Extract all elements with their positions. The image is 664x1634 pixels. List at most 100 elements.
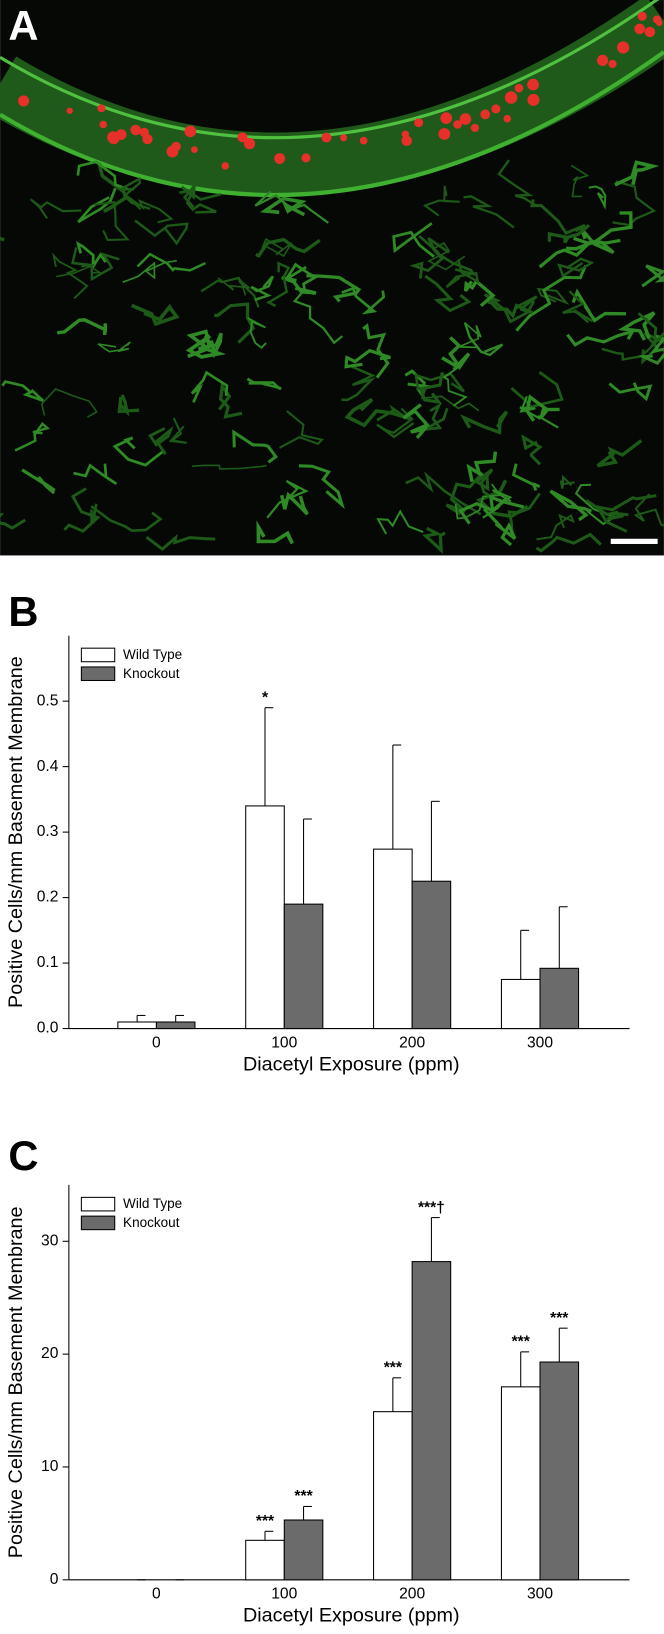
tissue-strand [217, 276, 252, 296]
tissue-strand [148, 426, 174, 456]
tissue-strand [232, 429, 278, 464]
y-tick-label: 0.2 [37, 889, 59, 906]
significance: * [262, 689, 269, 706]
y-tick-label: 0.1 [37, 954, 59, 971]
y-tick-label: 20 [41, 1345, 59, 1362]
tissue-strand [418, 372, 445, 405]
tissue-strand [94, 200, 130, 242]
tissue-strand [134, 219, 189, 246]
nucleus [18, 95, 30, 107]
nucleus [130, 124, 141, 136]
panel-label: B [8, 588, 38, 635]
tissue-strand [515, 264, 588, 332]
x-tick-label: 200 [399, 1034, 425, 1051]
nucleus [527, 78, 539, 91]
tissue-strand [200, 276, 260, 308]
tissue-strand [601, 343, 655, 361]
tissue-strand [445, 259, 480, 289]
tissue-strand [127, 195, 174, 224]
tissue-strand [641, 331, 664, 365]
tissue-strand [130, 303, 180, 327]
tissue-strand [21, 468, 56, 495]
tissue-strand [594, 494, 657, 533]
bar [539, 1361, 580, 1581]
x-tick-label: 100 [271, 1034, 297, 1051]
tissue-strand [117, 394, 140, 417]
nucleus [504, 91, 518, 104]
tissue-strand [482, 507, 517, 547]
significance: *** [512, 1334, 531, 1351]
tissue-strand [256, 520, 294, 545]
tissue-strand [247, 317, 267, 350]
x-axis-label: Diacetyl Exposure (ppm) [243, 1605, 460, 1627]
tissue-strand [571, 288, 626, 323]
tissue-strand [362, 323, 390, 379]
x-tick-label: 300 [527, 1586, 553, 1603]
nucleus [491, 104, 501, 114]
nucleus [453, 120, 462, 129]
panel-label: C [8, 1132, 38, 1179]
tissue-strand [521, 434, 543, 466]
nucleus [171, 141, 181, 152]
tissue-strand [538, 238, 621, 269]
tissue-strand [536, 513, 575, 541]
tissue-strand [574, 483, 617, 526]
significance: *** [256, 1513, 275, 1530]
tissue-strand [536, 287, 570, 305]
basement-membrane [0, 50, 664, 198]
tissue-strand [298, 464, 345, 510]
x-tick-label: 100 [271, 1586, 297, 1603]
tissue-strand [136, 252, 207, 273]
tissue-strand [515, 295, 538, 314]
bar [245, 1539, 285, 1581]
tissue-strand [259, 196, 307, 217]
tissue-strand [266, 261, 291, 307]
tissue-strand [56, 318, 108, 336]
tissue-strand [29, 198, 82, 220]
tissue-strand [266, 479, 309, 519]
tissue-strand [180, 182, 222, 208]
nucleus [440, 112, 453, 124]
legend-label: Knockout [123, 1215, 180, 1230]
y-tick-label: 0 [50, 1571, 59, 1588]
tissue-strand [565, 211, 633, 251]
nucleus [634, 23, 646, 35]
nucleus [414, 118, 424, 128]
nucleus [608, 59, 617, 69]
nucleus [401, 135, 412, 147]
nucleus [527, 93, 540, 106]
scale-bar [610, 538, 658, 544]
nucleus [480, 109, 491, 120]
tissue-strand [376, 509, 424, 535]
tissue-strand [405, 471, 482, 516]
tissue-strand [585, 499, 629, 521]
nucleus [652, 15, 662, 24]
bar [539, 967, 580, 1030]
tissue-strand [535, 532, 602, 553]
nucleus [221, 162, 229, 170]
tissue-strand [341, 365, 376, 402]
nucleus [637, 11, 647, 21]
tissue-strand [608, 382, 653, 402]
bar [411, 880, 452, 1030]
tissue-strand [466, 451, 498, 483]
tissue-strand [14, 421, 50, 452]
tissue-strand [445, 474, 482, 516]
tissue-strand [463, 322, 504, 357]
tissue-strand [547, 223, 591, 244]
nucleus [99, 120, 107, 129]
tissue-strand [250, 275, 274, 302]
bar [500, 1386, 541, 1581]
tissue-strand [442, 366, 468, 407]
nucleus [359, 136, 368, 145]
nucleus [107, 131, 120, 144]
tissue-strand [71, 247, 120, 282]
x-tick-label: 0 [152, 1034, 161, 1051]
tissue-strand [497, 159, 537, 207]
nucleus [503, 114, 512, 123]
nucleus [617, 41, 630, 54]
tissue-strand [344, 397, 396, 428]
bar [283, 903, 324, 1030]
nucleus [438, 128, 451, 140]
